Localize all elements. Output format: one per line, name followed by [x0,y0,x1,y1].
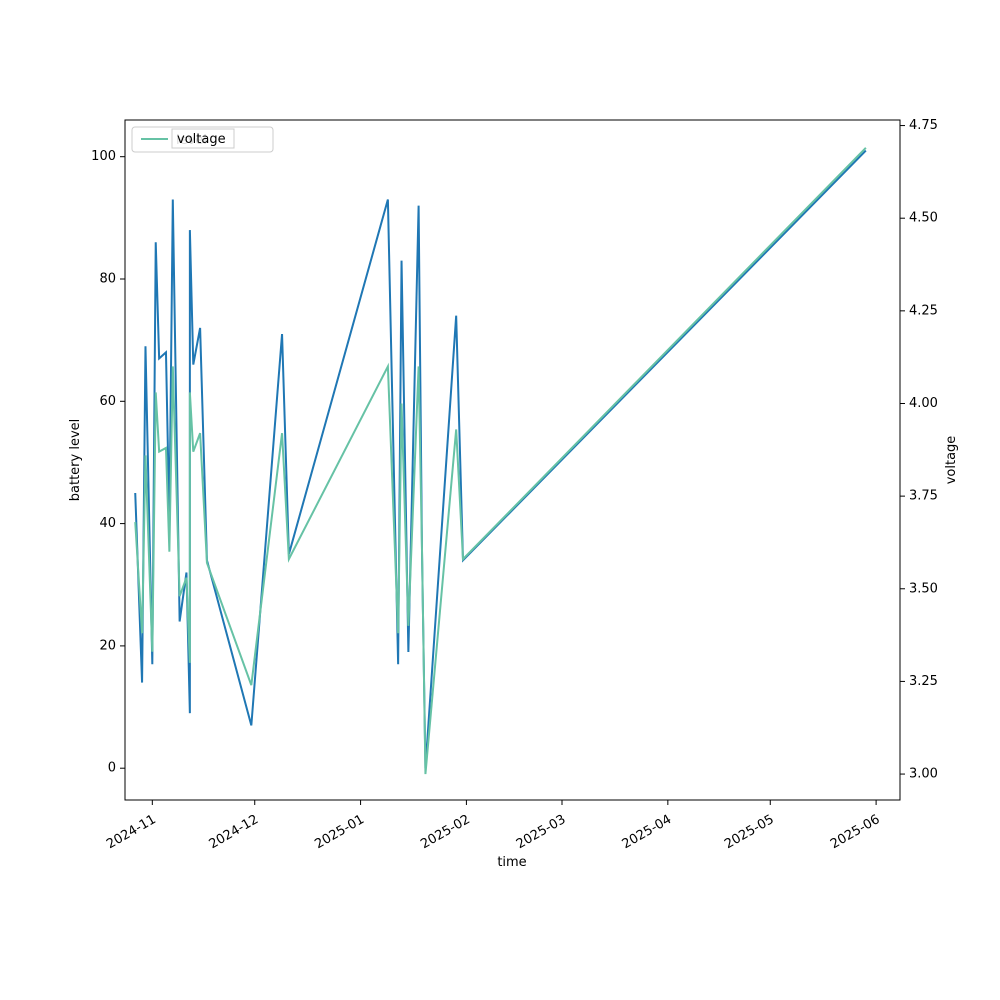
right-y-tick-label: 4.00 [909,396,938,411]
left-axis-title: battery level [68,419,83,502]
right-y-tick-label: 3.25 [909,674,938,689]
series-layer [134,147,867,775]
x-axis-title: time [497,855,526,870]
series-line-level [134,149,867,769]
left-y-tick-label: 80 [99,271,116,286]
left-y-tick-label: 100 [91,149,116,164]
left-y-tick-label: 0 [108,761,116,776]
right-y-tick-label: 3.75 [909,489,938,504]
right-y-tick-label: 3.00 [909,767,938,782]
legend-overlay-box [171,128,235,149]
right-y-tick-label: 4.50 [909,211,938,226]
plot-frame [124,119,901,801]
series-line-voltage [134,147,867,775]
left-y-tick-label: 20 [99,638,116,653]
right-axis-title: voltage [944,436,959,485]
legend-label-voltage: voltage [177,132,226,147]
right-y-tick-label: 4.25 [909,303,938,318]
right-y-tick-label: 4.75 [909,118,938,133]
right-y-tick-label: 3.50 [909,581,938,596]
left-y-tick-label: 40 [99,516,116,531]
legend: level voltage [131,126,274,153]
left-y-tick-label: 60 [99,394,116,409]
